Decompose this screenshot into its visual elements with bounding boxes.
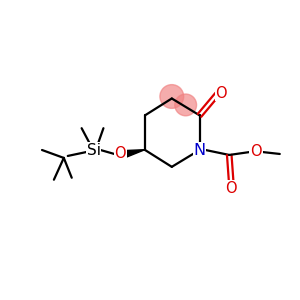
Text: Si: Si bbox=[86, 142, 100, 158]
Text: O: O bbox=[115, 146, 126, 161]
Text: O: O bbox=[215, 85, 227, 100]
Text: O: O bbox=[250, 145, 262, 160]
Circle shape bbox=[175, 94, 196, 116]
Circle shape bbox=[160, 85, 184, 108]
Polygon shape bbox=[124, 150, 145, 158]
Text: N: N bbox=[194, 142, 206, 158]
Text: O: O bbox=[225, 181, 237, 196]
